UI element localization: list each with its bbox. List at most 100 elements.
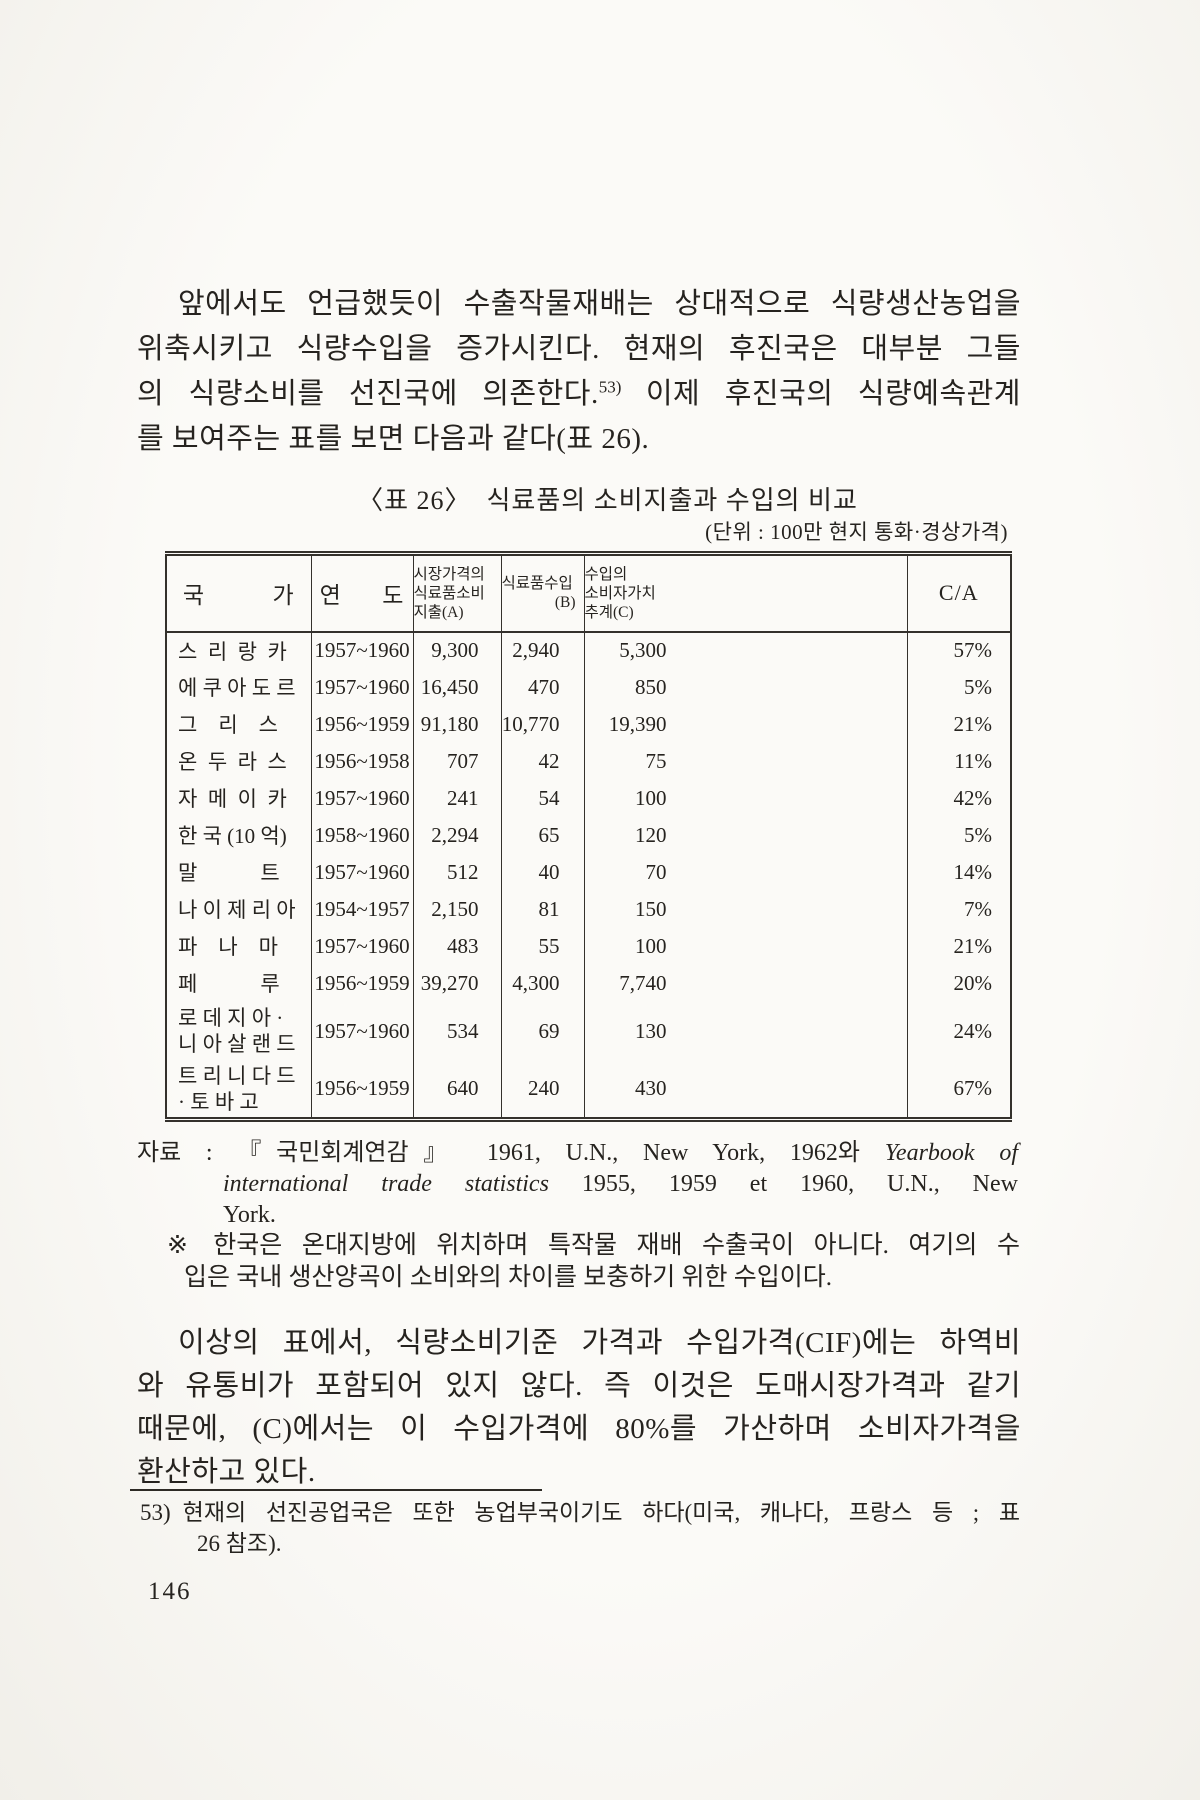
text-segment-italic: international trade statistics bbox=[223, 1171, 549, 1197]
cell-line: 240 bbox=[528, 1076, 560, 1101]
remark-note: ※ 한국은 온대지방에 위치하며 특작물 재배 수출국이 아니다. 여기의 수 입… bbox=[167, 1230, 1020, 1294]
remark-line: ※ 한국은 온대지방에 위치하며 특작물 재배 수출국이 아니다. 여기의 수 bbox=[167, 1230, 1020, 1262]
cell-import-b: 40 bbox=[500, 853, 584, 891]
table-row: 말 트 1957~1960 512 40 70 14% bbox=[166, 853, 1011, 891]
text-line: 의 식량소비를 선진국에 의존한다.53) 이제 후진국의 식량예속관계 bbox=[137, 372, 1021, 417]
cell-country: 온 두 라 스 bbox=[166, 743, 311, 780]
cell-line: 42 bbox=[538, 748, 560, 773]
cell-year: 1956~1959 bbox=[310, 1060, 413, 1120]
cell-line: 에 쿠 아 도 르 bbox=[178, 676, 296, 700]
cell-expenditure-a: 534 bbox=[412, 1001, 501, 1061]
cell-ca-ratio: 5% bbox=[906, 668, 1011, 706]
cell-line: 470 bbox=[528, 674, 560, 699]
cell-year: 1957~1960 bbox=[310, 1001, 413, 1061]
cell-ca-ratio: 7% bbox=[906, 890, 1011, 928]
cell-import-b: 81 bbox=[500, 890, 584, 928]
cell-line: 1957~1960 bbox=[314, 933, 410, 958]
cell-line: 7% bbox=[964, 896, 992, 921]
cell-line: 130 bbox=[635, 1018, 667, 1043]
cell-line: 512 bbox=[447, 859, 479, 884]
cell-line: 120 bbox=[635, 822, 667, 847]
footnote-marker: 53) bbox=[140, 1500, 171, 1525]
cell-year: 1957~1960 bbox=[310, 853, 413, 891]
cell-line: 페 루 bbox=[178, 972, 280, 996]
cell-expenditure-a: 2,150 bbox=[412, 890, 501, 928]
cell-line: 10,770 bbox=[501, 711, 560, 736]
header-import-b: 식료품수입 (B) bbox=[500, 553, 584, 633]
cell-consumer-value-c: 75 bbox=[583, 742, 907, 780]
cell-line: 65 bbox=[538, 822, 560, 847]
text-segment: 현재의 선진공업국은 또한 농업부국이기도 하다(미국, 캐나다, 프랑스 등 … bbox=[182, 1500, 1020, 1525]
cell-line: 67% bbox=[953, 1076, 993, 1101]
cell-expenditure-a: 39,270 bbox=[412, 964, 501, 1002]
cell-line: 69 bbox=[538, 1018, 560, 1043]
table-row: 온 두 라 스 1956~1958 707 42 75 11% bbox=[166, 742, 1011, 780]
cell-line: 54 bbox=[538, 785, 560, 810]
cell-country: 페 루 bbox=[166, 965, 311, 1002]
cell-line: 5% bbox=[964, 822, 992, 847]
cell-line: 19,390 bbox=[608, 711, 667, 736]
cell-line: 430 bbox=[635, 1076, 667, 1101]
cell-line: 나 이 제 리 아 bbox=[178, 898, 296, 922]
cell-year: 1957~1960 bbox=[310, 668, 413, 706]
cell-line: 1957~1960 bbox=[314, 674, 410, 699]
cell-line: 2,294 bbox=[431, 822, 479, 847]
cell-line: 100 bbox=[635, 933, 667, 958]
table-row: 트 리 니 다 드 · 토 바 고 1956~1959 640 240 430 67% bbox=[166, 1060, 1011, 1120]
cell-line: 707 bbox=[447, 748, 479, 773]
cell-line: · 토 바 고 bbox=[178, 1089, 259, 1114]
cell-line: 7,740 bbox=[619, 970, 667, 995]
cell-country: 말 트 bbox=[166, 854, 311, 891]
cell-line: 1957~1960 bbox=[314, 785, 410, 810]
cell-line: 14% bbox=[953, 859, 993, 884]
cell-line: 39,270 bbox=[420, 970, 479, 995]
cell-consumer-value-c: 5,300 bbox=[583, 631, 907, 669]
cell-line: 5% bbox=[964, 674, 992, 699]
cell-line: 4,300 bbox=[512, 970, 560, 995]
cell-line: 1956~1958 bbox=[314, 748, 410, 773]
cell-line: 스 리 랑 카 bbox=[178, 639, 287, 664]
paragraph-1: 앞에서도 언급했듯이 수출작물재배는 상대적으로 식량생산농업을 위축시키고 식… bbox=[137, 282, 1021, 462]
footnote-line: 26 참조). bbox=[197, 1531, 282, 1556]
cell-country: 파 나 마 bbox=[166, 928, 311, 965]
text-line: 를 보여주는 표를 보면 다음과 같다(표 26). bbox=[137, 423, 650, 455]
cell-line: 9,300 bbox=[431, 638, 479, 662]
footnote-divider bbox=[130, 1489, 542, 1491]
cell-expenditure-a: 241 bbox=[412, 779, 501, 817]
cell-consumer-value-c: 120 bbox=[583, 816, 907, 854]
cell-line: 75 bbox=[645, 748, 667, 773]
cell-line: 1956~1959 bbox=[314, 970, 410, 995]
cell-import-b: 470 bbox=[500, 668, 584, 706]
cell-country: 에 쿠 아 도 르 bbox=[166, 669, 311, 706]
cell-consumer-value-c: 100 bbox=[583, 927, 907, 965]
cell-line: 1957~1960 bbox=[314, 859, 410, 884]
cell-ca-ratio: 11% bbox=[906, 742, 1011, 780]
cell-line: 1957~1960 bbox=[314, 638, 410, 662]
cell-year: 1956~1959 bbox=[310, 964, 413, 1002]
cell-import-b: 240 bbox=[500, 1060, 584, 1120]
header-row: 국 가 연 도 시장가격의 식료품소비 지출(A) 식료품수입 (B) 수입의 … bbox=[166, 553, 1011, 633]
table-row: 파 나 마 1957~1960 483 55 100 21% bbox=[166, 927, 1011, 965]
cell-year: 1957~1960 bbox=[310, 927, 413, 965]
cell-import-b: 10,770 bbox=[500, 705, 584, 743]
cell-line: 로 데 지 아 · bbox=[178, 1006, 284, 1030]
cell-consumer-value-c: 100 bbox=[583, 779, 907, 817]
cell-line: 자 메 이 카 bbox=[178, 787, 287, 811]
header-country: 국 가 bbox=[166, 553, 311, 633]
cell-country: 자 메 이 카 bbox=[166, 780, 311, 817]
cell-line: 100 bbox=[635, 785, 667, 810]
source-line: 자료 : 『국민회계연감』 1961, U.N., New York, 1962와… bbox=[137, 1138, 1018, 1169]
text-segment: 한국은 온대지방에 위치하며 특작물 재배 수출국이 아니다. 여기의 수 bbox=[213, 1232, 1020, 1259]
cell-line: 81 bbox=[538, 896, 560, 921]
header-line: 수입의 bbox=[584, 565, 628, 583]
text-segment: 의 식량소비를 선진국에 의존한다. bbox=[137, 378, 599, 410]
cell-line: 241 bbox=[447, 785, 479, 810]
cell-line: 1954~1957 bbox=[314, 896, 410, 921]
cell-line: 91,180 bbox=[420, 711, 479, 736]
table-row: 자 메 이 카 1957~1960 241 54 100 42% bbox=[166, 779, 1011, 817]
paragraph-2: 이상의 표에서, 식량소비기준 가격과 수입가격(CIF)에는 하역비 와 유통… bbox=[137, 1322, 1021, 1494]
cell-ca-ratio: 5% bbox=[906, 816, 1011, 854]
table-body: 스 리 랑 카 1957~1960 9,300 2,940 5,300 57% 에 쿠 아 … bbox=[166, 631, 1011, 1120]
source-note: 자료 : 『국민회계연감』 1961, U.N., New York, 1962와… bbox=[137, 1138, 1018, 1231]
